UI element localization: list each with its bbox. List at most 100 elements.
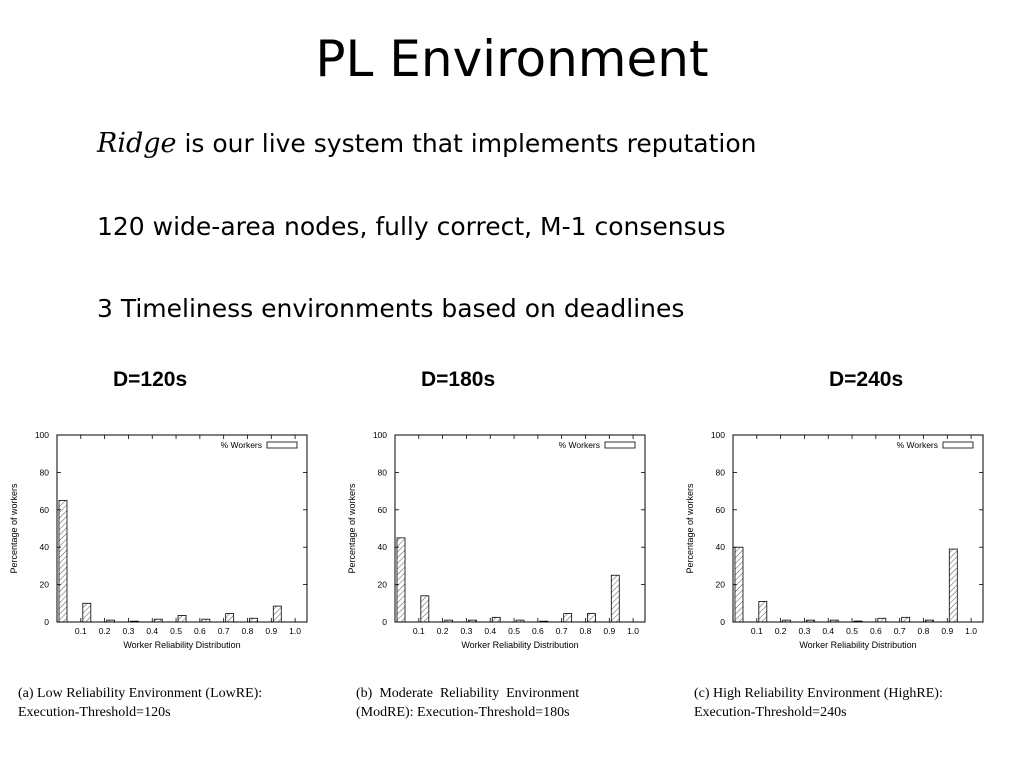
x-tick-label: 0.3 <box>799 626 811 636</box>
x-tick-label: 0.5 <box>170 626 182 636</box>
y-axis-label: Percentage of workers <box>685 483 695 574</box>
x-tick-label: 1.0 <box>289 626 301 636</box>
histogram-bar <box>948 548 958 623</box>
x-tick-label: 1.0 <box>627 626 639 636</box>
x-axis-label: Worker Reliability Distribution <box>123 640 240 650</box>
x-tick-label: 0.2 <box>437 626 449 636</box>
deadline-label-120: D=120s <box>113 368 188 391</box>
histogram-bar <box>420 595 430 623</box>
y-tick-label: 40 <box>716 542 726 552</box>
x-tick-label: 0.9 <box>265 626 277 636</box>
x-tick-label: 0.6 <box>194 626 206 636</box>
x-tick-label: 0.1 <box>751 626 763 636</box>
x-tick-label: 0.7 <box>218 626 230 636</box>
x-tick-label: 0.1 <box>413 626 425 636</box>
y-tick-label: 80 <box>716 467 726 477</box>
ridge-word: Ridge <box>97 128 177 159</box>
caption-line: (a) Low Reliability Environment (LowRE): <box>18 686 263 701</box>
y-tick-label: 60 <box>40 505 50 515</box>
histogram-modre: 0 20 40 60 80 100 0.1 0.2 0.3 0.4 0.5 0.6 0.7 0.8 0.9 1… <box>347 430 646 650</box>
x-tick-label: 0.1 <box>75 626 87 636</box>
histogram-bar <box>515 619 525 623</box>
x-tick-label: 1.0 <box>965 626 977 636</box>
x-tick-label: 0.8 <box>580 626 592 636</box>
x-tick-label: 0.4 <box>822 626 834 636</box>
histogram-bar <box>249 617 258 623</box>
histogram-bar <box>587 613 596 623</box>
x-tick-label: 0.4 <box>484 626 496 636</box>
histogram-bar <box>853 620 863 623</box>
legend-swatch <box>942 441 974 449</box>
histogram-lowre: 0 20 40 60 80 100 0.1 0.2 0.3 0.4 0.5 0.6 0.7 0.8 0.9 1… <box>9 430 308 650</box>
y-axis-label: Percentage of workers <box>9 483 19 574</box>
histogram-bar <box>782 619 792 623</box>
legend-label: % Workers <box>221 440 262 450</box>
histogram-bar <box>925 619 934 623</box>
y-tick-label: 20 <box>378 580 388 590</box>
caption-line: (c) High Reliability Environment (HighRE… <box>694 686 943 701</box>
histogram-bar <box>130 620 139 623</box>
caption-line: (ModRE): Execution-Threshold=180s <box>356 705 570 720</box>
chart-highre: 0 20 40 60 80 100 0.1 0.2 0.3 0.4 0.5 0.6 0.7 0.8 0.9 1… <box>681 425 1001 660</box>
histogram-bar <box>82 602 92 623</box>
caption-line: (b) Moderate Reliability Environment <box>356 686 580 701</box>
caption-line: Execution-Threshold=240s <box>694 705 847 720</box>
x-tick-label: 0.8 <box>918 626 930 636</box>
bullet-environments: 3 Timeliness environments based on deadl… <box>97 294 685 323</box>
histogram-bar <box>225 613 235 623</box>
legend-swatch <box>266 441 298 449</box>
x-tick-label: 0.7 <box>556 626 568 636</box>
caption-lowre: (a) Low Reliability Environment (LowRE):… <box>18 684 318 722</box>
x-tick-label: 0.4 <box>146 626 158 636</box>
x-tick-label: 0.3 <box>123 626 135 636</box>
histogram-bar <box>491 616 501 623</box>
y-tick-label: 100 <box>373 430 387 440</box>
x-axis-label: Worker Reliability Distribution <box>799 640 916 650</box>
histogram-bar <box>272 605 282 623</box>
histogram-bar <box>58 500 68 623</box>
slide-title: PL Environment <box>315 30 709 88</box>
x-tick-label: 0.5 <box>508 626 520 636</box>
chart-modre: 0 20 40 60 80 100 0.1 0.2 0.3 0.4 0.5 0.6 0.7 0.8 0.9 1… <box>343 425 663 660</box>
x-tick-label: 0.6 <box>532 626 544 636</box>
x-tick-label: 0.3 <box>461 626 473 636</box>
y-tick-label: 0 <box>44 617 49 627</box>
y-tick-label: 100 <box>711 430 725 440</box>
histogram-bar <box>396 537 406 623</box>
plot-frame <box>56 434 308 623</box>
deadline-label-240: D=240s <box>829 368 904 391</box>
plot-frame <box>394 434 646 623</box>
legend-label: % Workers <box>897 440 938 450</box>
histogram-bar <box>610 574 620 623</box>
y-tick-label: 60 <box>378 505 388 515</box>
y-tick-label: 20 <box>716 580 726 590</box>
y-tick-label: 100 <box>35 430 49 440</box>
y-tick-label: 80 <box>40 467 50 477</box>
y-axis-label: Percentage of workers <box>347 483 357 574</box>
chart-lowre: 0 20 40 60 80 100 0.1 0.2 0.3 0.4 0.5 0.6 0.7 0.8 0.9 1… <box>5 425 325 660</box>
x-tick-label: 0.7 <box>894 626 906 636</box>
caption-line: Execution-Threshold=120s <box>18 705 171 720</box>
plot-frame <box>732 434 984 623</box>
histogram-bar <box>106 619 116 623</box>
y-tick-label: 40 <box>378 542 388 552</box>
histogram-bar <box>806 619 815 623</box>
histogram-bar <box>877 617 887 623</box>
x-tick-label: 0.9 <box>603 626 615 636</box>
histogram-bar <box>563 613 573 623</box>
caption-highre: (c) High Reliability Environment (HighRE… <box>694 684 994 722</box>
x-tick-label: 0.6 <box>870 626 882 636</box>
bullet-ridge: Ridge is our live system that implements… <box>97 128 756 159</box>
histogram-bar <box>468 619 477 623</box>
x-tick-label: 0.2 <box>99 626 111 636</box>
histogram-bar <box>444 619 454 623</box>
histogram-bar <box>153 618 163 623</box>
histogram-bar <box>734 546 744 623</box>
deadline-label-180: D=180s <box>421 368 496 391</box>
histogram-bar <box>539 620 549 623</box>
x-tick-label: 0.2 <box>775 626 787 636</box>
x-axis-label: Worker Reliability Distribution <box>461 640 578 650</box>
y-tick-label: 60 <box>716 505 726 515</box>
x-tick-label: 0.5 <box>846 626 858 636</box>
histogram-bar <box>901 616 911 623</box>
